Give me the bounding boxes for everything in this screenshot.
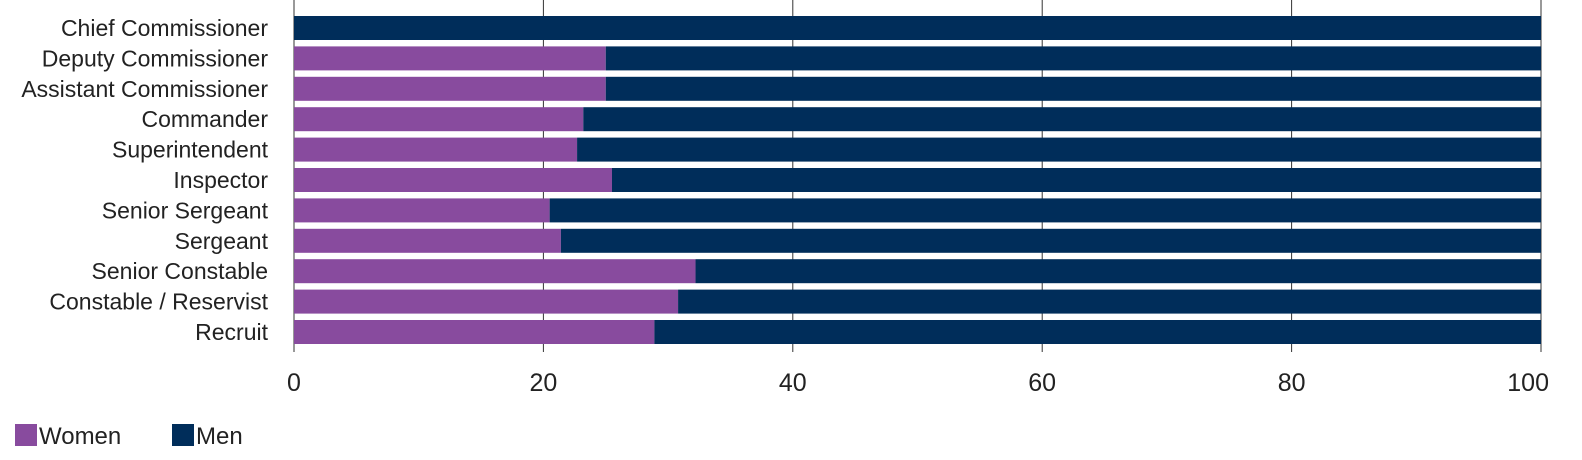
bar-men-2 [605,76,1541,101]
bar-men-0 [294,16,1541,40]
bar-men-4 [577,137,1541,162]
bar-women-8 [294,259,696,284]
category-labels: Chief Commissioner Deputy Commissioner Ass… [21,15,268,345]
x-tick-label-1: 20 [529,369,557,397]
bar-women-9 [294,289,679,314]
bar-men-9 [678,289,1541,314]
x-tick-label-2: 40 [779,369,807,397]
bar-men-6 [549,198,1541,223]
x-tick-label-0: 0 [287,369,301,397]
category-label-2: Assistant Commissioner [21,76,268,102]
category-label-10: Recruit [195,319,268,345]
x-tick-label-5: 100 [1507,369,1549,397]
bar-women-10 [294,320,655,344]
category-label-8: Senior Constable [92,258,268,284]
legend-swatch-women [15,424,37,446]
x-tick-label-4: 80 [1278,369,1306,397]
category-label-1: Deputy Commissioner [42,45,269,71]
bar-men-8 [695,259,1541,284]
legend-label-women: Women [39,423,121,450]
bars [294,16,1541,344]
category-label-3: Commander [141,106,268,132]
bar-women-3 [294,107,584,132]
bar-women-7 [294,228,561,253]
legend-label-men: Men [196,423,243,450]
bar-men-7 [560,228,1541,253]
bar-women-4 [294,137,578,162]
category-label-5: Inspector [173,167,268,193]
bar-women-6 [294,198,550,223]
category-label-0: Chief Commissioner [61,15,268,41]
category-label-7: Sergeant [175,228,269,254]
category-label-6: Senior Sergeant [102,197,269,223]
bar-women-1 [294,46,606,71]
bar-men-10 [654,320,1541,344]
x-axis: 0 20 40 60 80 100 [287,369,1549,397]
category-label-4: Superintendent [112,137,269,163]
bar-women-2 [294,76,606,101]
legend-swatch-men [172,424,194,446]
bar-men-5 [611,168,1541,192]
legend: Women Men [15,423,243,450]
category-label-9: Constable / Reservist [49,289,268,315]
x-tick-label-3: 60 [1028,369,1056,397]
bar-men-1 [605,46,1541,71]
bar-men-3 [583,107,1541,132]
bar-women-5 [294,168,612,192]
